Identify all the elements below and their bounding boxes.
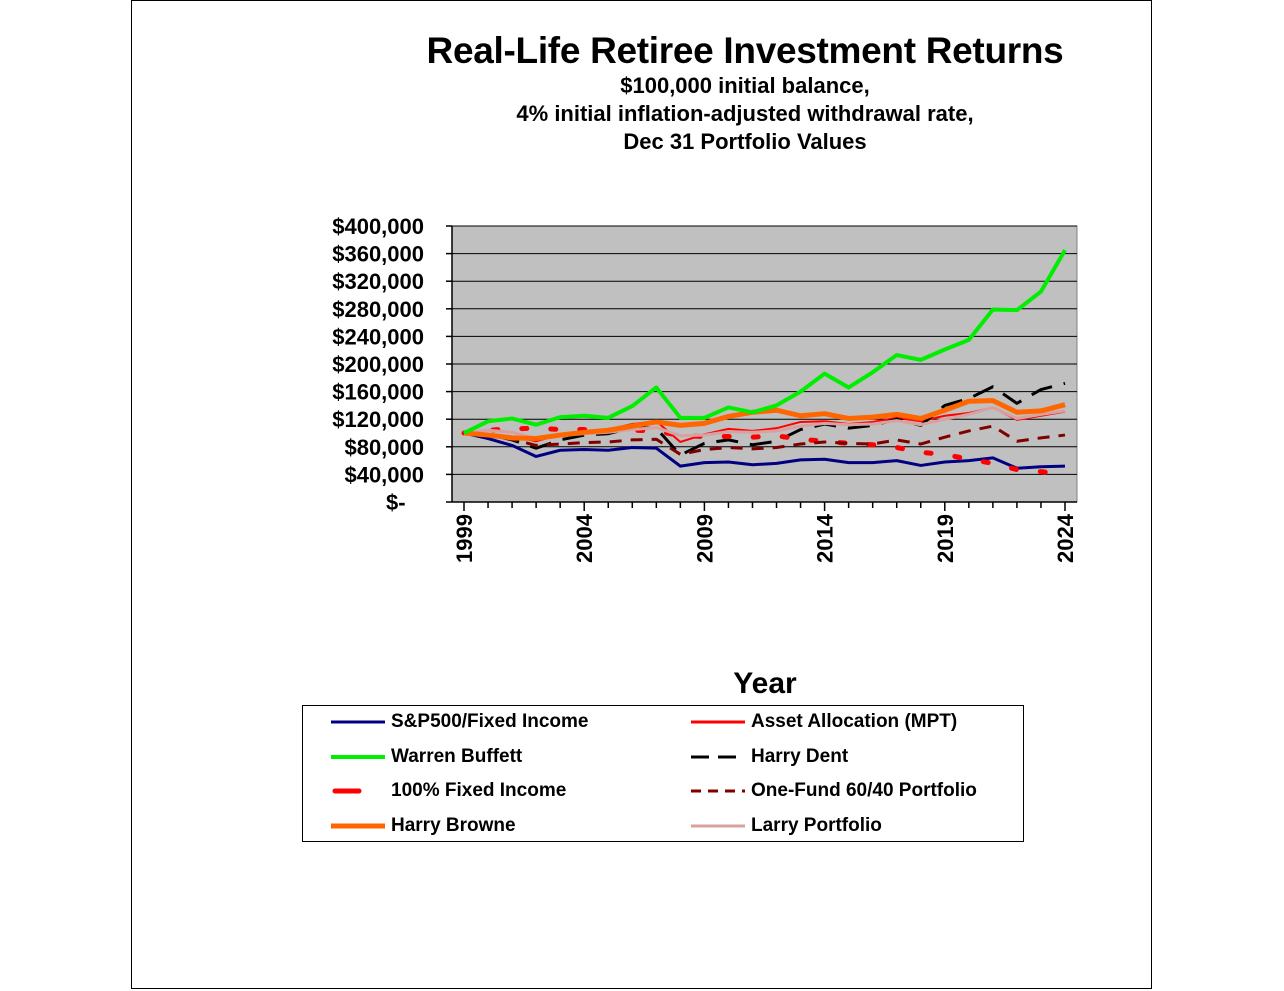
x-tick-label-2004: 2004 <box>572 513 597 563</box>
legend-swatch-4 <box>332 788 362 794</box>
x-tick-labels: 1999 2004 2009 2014 2019 2024 <box>452 513 1078 563</box>
legend-swatch-6 <box>331 823 385 828</box>
series-line-2 <box>463 249 1067 435</box>
legend-label-4: 100% Fixed Income <box>391 780 567 801</box>
legend-item-5: One-Fund 60/40 Portfolio <box>689 780 977 802</box>
legend-label-0: S&P500/Fixed Income <box>391 711 589 732</box>
legend-swatch-0 <box>331 720 385 724</box>
series-line-6 <box>463 398 1066 442</box>
series-line-0 <box>463 431 1066 470</box>
legend-label-7: Larry Portfolio <box>751 814 882 836</box>
y-tick-label-7: $280,000 <box>332 297 424 322</box>
chart-subtitle-line-3: Dec 31 Portfolio Values <box>623 129 867 154</box>
legend-item-3: Harry Dent <box>689 746 848 768</box>
legend-swatch-3 <box>691 755 745 758</box>
axes <box>446 225 1077 511</box>
y-tick-label-8: $320,000 <box>332 269 424 294</box>
chart-title: Real-Life Retiree Investment Returns <box>426 30 1064 71</box>
legend-label-3: Harry Dent <box>751 745 849 767</box>
x-tick-label-2014: 2014 <box>813 513 838 563</box>
legend-swatch-5 <box>691 789 745 793</box>
legend-label-1: Asset Allocation (MPT) <box>751 711 958 732</box>
title-block: Real-Life Retiree Investment Returns $10… <box>240 30 1250 156</box>
legend-item-7: Larry Portfolio <box>689 815 882 837</box>
y-tick-label-0: $- <box>386 490 406 515</box>
x-tick-label-1999: 1999 <box>452 514 477 563</box>
legend-item-1: Asset Allocation (MPT) <box>689 711 957 733</box>
legend: S&P500/Fixed Income Asset Allocation (MPT… <box>302 705 1024 842</box>
y-tick-label-9: $360,000 <box>332 242 424 267</box>
legend-swatch-1 <box>691 720 745 724</box>
y-tick-label-2: $80,000 <box>344 435 424 460</box>
x-axis-title: Year <box>733 667 797 700</box>
legend-item-4: 100% Fixed Income <box>329 780 566 802</box>
legend-label-2: Warren Buffett <box>391 745 523 767</box>
legend-item-2: Warren Buffett <box>329 746 522 768</box>
series-line-3 <box>463 381 1066 457</box>
series-line-5 <box>463 424 1066 456</box>
y-tick-label-5: $200,000 <box>332 352 424 377</box>
legend-label-6: Harry Browne <box>391 814 516 836</box>
x-tick-label-2019: 2019 <box>933 514 958 563</box>
legend-swatch-7 <box>691 824 745 827</box>
y-tick-label-3: $120,000 <box>332 407 424 432</box>
y-tick-label-6: $240,000 <box>332 324 424 349</box>
y-tick-label-10: $400,000 <box>332 214 424 239</box>
y-tick-label-4: $160,000 <box>332 380 424 405</box>
y-tick-label-1: $40,000 <box>344 462 424 487</box>
legend-item-0: S&P500/Fixed Income <box>329 711 588 733</box>
series-layer <box>461 249 1068 477</box>
y-tick-labels: $- $40,000$80,000 $120,000$160,000 $200,000… <box>332 214 424 515</box>
legend-label-5: One-Fund 60/40 Portfolio <box>751 780 977 801</box>
legend-item-6: Harry Browne <box>329 815 516 837</box>
chart-subtitle-line-2: 4% initial inflation-adjusted withdrawal… <box>516 101 974 126</box>
x-tick-label-2024: 2024 <box>1053 513 1078 563</box>
chart-subtitle-line-1: $100,000 initial balance, <box>620 73 870 98</box>
x-tick-label-2009: 2009 <box>692 514 717 563</box>
legend-swatch-2 <box>331 754 385 759</box>
